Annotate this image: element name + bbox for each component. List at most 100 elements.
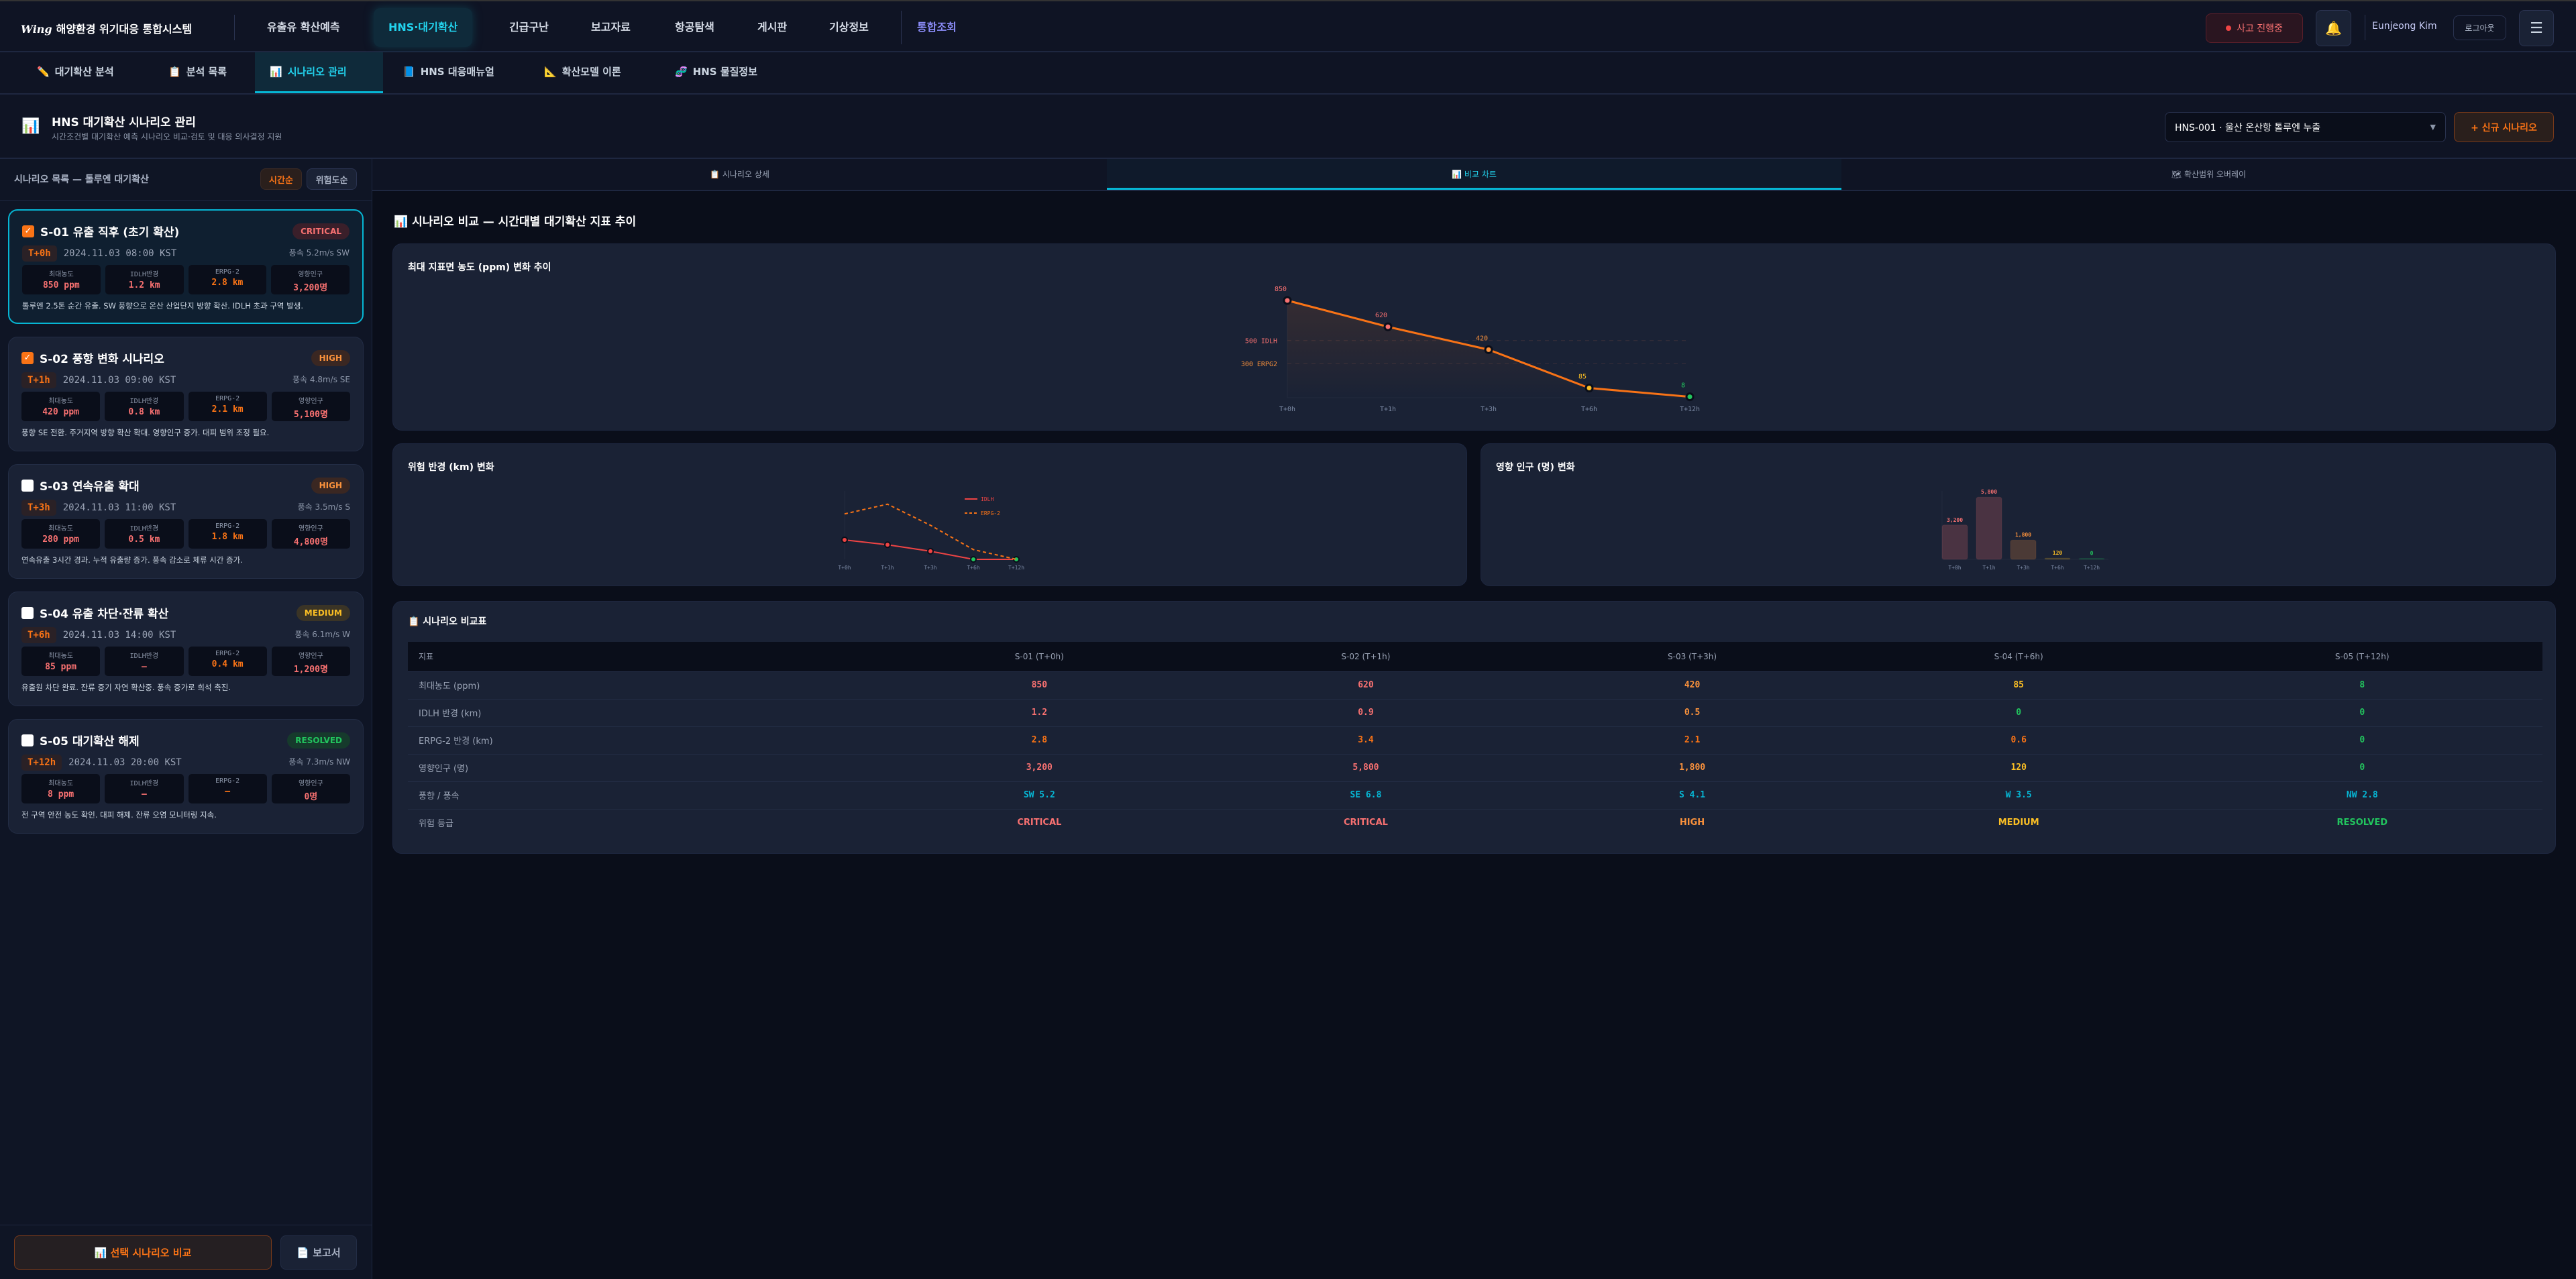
report-button[interactable]: 📄 보고서 [280,1235,357,1270]
table-cell: CRITICAL [876,808,1203,836]
x-tick-label: T+3h [924,565,936,571]
radius-chart-card: 위험 반경 (km) 변화 IDLH ERPG-2 T+0h T+1h T+3h T+6h… [392,443,1467,586]
nav-oil-spill[interactable]: 유출유 확산예측 [267,21,340,34]
tab-model-theory[interactable]: 📐 확산모델 이론 [529,52,636,93]
nav-weather[interactable]: 기상정보 [829,21,869,34]
tab-scenario-management[interactable]: 📊 시나리오 관리 [255,52,383,93]
tab-overlay[interactable]: 🗺 확산범위 오버레이 [2171,170,2247,179]
metric-box: ERPG-2 2.8 km [188,265,267,294]
scenario-card[interactable]: S-04 유출 차단·잔류 확산 MEDIUM T+6h 2024.11.03 14:… [8,592,364,706]
page-title: HNS 대기확산 시나리오 관리 [52,116,196,129]
metric-value: 0.8 km [128,407,160,417]
content-tabs: 📋 시나리오 상세 📊 비교 차트 🗺 확산범위 오버레이 [372,159,2576,191]
chart-icon: 📊 [21,118,40,135]
book-icon: 📘 [402,66,415,78]
metric-label: ERPG-2 [215,268,239,276]
bar-value-label: 0 [2090,551,2094,557]
row-label: IDLH 반경 (km) [408,698,876,726]
metric-label: IDLH반경 [129,398,159,405]
nav-board[interactable]: 게시판 [757,21,788,34]
nav-aerial[interactable]: 항공탐색 [675,21,714,34]
scenario-list-title: 시나리오 목록 — 톨루엔 대기확산 [14,174,149,185]
card-time-group: T+12h 2024.11.03 20:00 KST [21,755,182,771]
table-row: ERPG-2 반경 (km) 2.8 3.4 2.1 0.6 0 [408,726,2542,754]
table-header: S-04 (T+6h) [1855,642,2182,671]
table-row: IDLH 반경 (km) 1.2 0.9 0.5 0 0 [408,698,2542,726]
scenario-title: S-02 풍향 변화 시나리오 [40,353,164,366]
card-title-group: ✓ S-01 유출 직후 (초기 확산) [22,223,179,239]
metric-box: 최대농도 420 ppm [21,392,101,421]
risk-badge: RESOLVED [287,732,350,748]
scenario-title: S-01 유출 직후 (초기 확산) [40,226,180,239]
scenario-checkbox[interactable]: ✓ [21,351,34,364]
wind-info: 풍속 4.8m/s SE [292,375,350,384]
scenario-checkbox[interactable] [21,606,34,619]
table-cell: 8 [2182,671,2542,699]
bell-icon[interactable]: 🔔 [2316,10,2351,46]
scenario-card[interactable]: S-05 대기확산 해제 RESOLVED T+12h 2024.11.03 20:0… [8,719,364,834]
scenario-card[interactable]: ✓ S-02 풍향 변화 시나리오 HIGH T+1h 2024.11.03 09:00… [8,337,364,451]
radius-chart: IDLH ERPG-2 T+0h T+1h T+3h T+6h T+12h [838,491,1024,571]
scenario-card[interactable]: S-03 연속유출 확대 HIGH T+3h 2024.11.03 11:00 KST… [8,464,364,579]
incident-status-button[interactable]: 사고 진행중 [2206,13,2303,43]
scenario-checkbox[interactable]: ✓ [22,225,34,237]
scenario-title: S-05 대기확산 해제 [40,735,140,748]
area-fill [1287,300,1690,398]
legend-label: ERPG-2 [981,510,1000,516]
metric-value: 1,200명 [293,665,328,675]
scenario-checkbox[interactable] [21,479,34,492]
triangle-ruler-icon: 📐 [544,66,557,78]
tab-analysis-list[interactable]: 📋 분석 목록 [154,52,241,93]
timestamp: 2024.11.03 09:00 KST [62,375,176,386]
tab-label: 분석 목록 [186,66,227,78]
hamburger-icon[interactable]: ☰ [2519,10,2554,46]
metric-value: 280 ppm [42,535,80,545]
metric-label: 영향인구 [298,653,323,660]
metric-box: ERPG-2 0.4 km [188,647,267,676]
card-meta-row: T+12h 2024.11.03 20:00 KST 풍속 7.3m/s NW [21,755,350,771]
sort-time-button[interactable]: 시간순 [260,168,302,190]
metric-box: IDLH반경 0.8 km [105,392,184,421]
nav-reports[interactable]: 보고자료 [591,21,631,34]
tab-dispersion-analysis[interactable]: ✏️ 대기확산 분석 [22,52,129,93]
x-tick-label: T+3h [1481,406,1497,413]
incident-select[interactable]: HNS-001 · 울산 온산항 톨루엔 누출 ▼ [2165,112,2446,142]
scenario-card[interactable]: ✓ S-01 유출 직후 (초기 확산) CRITICAL T+0h 2024.11.0… [8,209,364,324]
metric-box: 영향인구 0명 [271,774,350,803]
divider [234,15,235,40]
main-content: 📋 시나리오 상세 📊 비교 차트 🗺 확산범위 오버레이 📊 시나리오 비교 … [372,159,2576,1279]
new-scenario-button[interactable]: + 신규 시나리오 [2454,112,2554,142]
scenario-title: S-04 유출 차단·잔류 확산 [40,608,169,621]
bar [1976,496,2002,560]
metric-label: ERPG-2 [215,650,240,657]
wind-info: 풍속 5.2m/s SW [288,248,350,258]
table-cell: 420 [1529,671,1856,699]
compare-selected-button[interactable]: 📊 선택 시나리오 비교 [14,1235,272,1270]
timestamp: 2024.11.03 14:00 KST [62,630,176,641]
tab-compare-chart[interactable]: 📊 비교 차트 [1107,159,1841,190]
time-offset-tag: T+3h [21,500,56,516]
tab-label: HNS 물질정보 [692,66,758,78]
nav-hns[interactable]: HNS·대기확산 [374,8,473,47]
nav-integrated[interactable]: 통합조회 [917,21,957,34]
x-tick-label: T+6h [967,565,979,571]
card-meta-row: T+6h 2024.11.03 14:00 KST 풍속 6.1m/s W [21,627,350,643]
logo-mark: Wing [21,23,52,36]
nav-rescue[interactable]: 긴급구난 [509,21,549,34]
metric-value: 3,200명 [293,283,328,293]
sort-risk-button[interactable]: 위험도순 [307,168,357,190]
app-logo[interactable]: Wing 해양환경 위기대응 통합시스템 [21,20,192,36]
tab-hns-manual[interactable]: 📘 HNS 대응매뉴얼 [388,52,509,93]
metric-box: 최대농도 280 ppm [21,519,101,549]
metric-label: 최대농도 [48,271,74,278]
tab-hns-substance[interactable]: 🧬 HNS 물질정보 [660,52,772,93]
scenario-checkbox[interactable] [21,734,34,746]
x-tick-label: T+1h [881,565,894,571]
x-tick-label: T+1h [1380,406,1396,413]
x-tick-label: T+12h [1008,565,1024,571]
time-offset-tag: T+1h [21,372,56,388]
table-cell: S 4.1 [1529,781,1856,809]
tab-scenario-detail[interactable]: 📋 시나리오 상세 [710,170,769,179]
metric-label: 영향인구 [298,780,323,787]
logout-button[interactable]: 로그아웃 [2453,15,2506,40]
